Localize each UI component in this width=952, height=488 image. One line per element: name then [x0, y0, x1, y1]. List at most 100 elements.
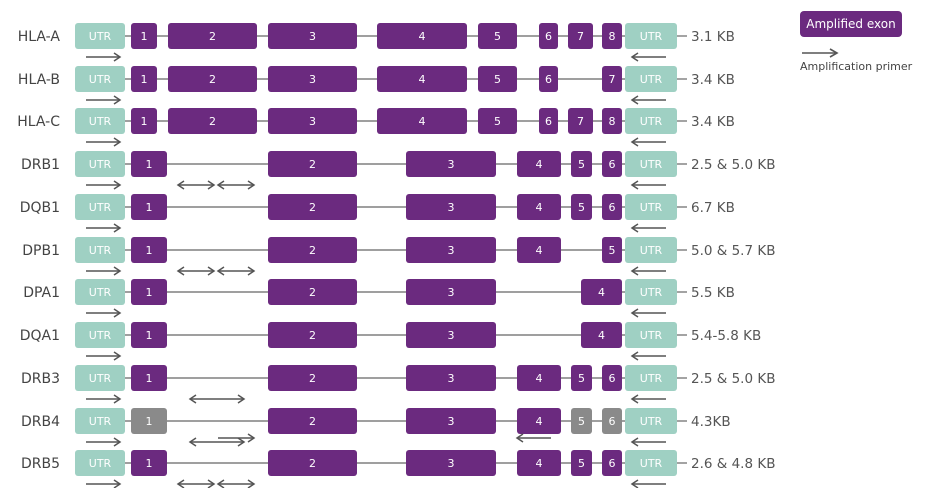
- exon-number: 4: [419, 73, 426, 86]
- exon-number: 4: [598, 329, 605, 342]
- exon-number: 2: [209, 73, 216, 86]
- utr-left-label: UTR: [89, 73, 112, 86]
- internal-primer-arrow: [216, 266, 256, 276]
- utr-left: [75, 450, 125, 476]
- exon-number: 6: [609, 415, 616, 428]
- exon-5: [571, 151, 592, 177]
- primer-forward-arrow: [86, 266, 122, 276]
- exon-4: [377, 108, 467, 134]
- utr-left-label: UTR: [89, 244, 112, 257]
- exon-1: [131, 450, 167, 476]
- exon-6: [539, 108, 558, 134]
- utr-right-label: UTR: [640, 457, 663, 470]
- amplicon-size: 5.5 KB: [691, 285, 735, 301]
- exon-number: 6: [545, 115, 552, 128]
- primer-reverse-arrow: [630, 137, 666, 147]
- internal-primer-arrow: [176, 479, 216, 488]
- exon-number: 6: [609, 457, 616, 470]
- exon-number: 6: [545, 30, 552, 43]
- gene-row-dpb1: DPB1 UTR UTR 1 2 3 4 5 5.0 & 5.7 KB: [22, 237, 775, 263]
- primer-forward-arrow: [86, 394, 122, 404]
- exon-1: [131, 365, 167, 391]
- utr-right-label: UTR: [640, 244, 663, 257]
- gene-name: DQB1: [20, 200, 60, 216]
- utr-right: [625, 108, 677, 134]
- exon-2: [268, 322, 357, 348]
- utr-left: [75, 23, 125, 49]
- exon-number: 4: [536, 372, 543, 385]
- exon-number: 4: [536, 415, 543, 428]
- legend-amplification-primer: Amplification primer: [800, 60, 913, 73]
- amplicon-size: 3.4 KB: [691, 72, 735, 88]
- exon-number: 5: [578, 415, 585, 428]
- exon-number: 3: [448, 329, 455, 342]
- exon-number: 1: [146, 158, 153, 171]
- utr-right: [625, 279, 677, 305]
- utr-left: [75, 237, 125, 263]
- exon-3: [268, 23, 357, 49]
- exon-number: 2: [309, 329, 316, 342]
- utr-left-label: UTR: [89, 201, 112, 214]
- exon-5: [571, 450, 592, 476]
- utr-right: [625, 365, 677, 391]
- exon-number: 1: [146, 415, 153, 428]
- utr-left: [75, 151, 125, 177]
- gene-name: DPB1: [22, 243, 60, 259]
- exon-2: [268, 279, 357, 305]
- amplicon-size: 2.6 & 4.8 KB: [691, 456, 775, 472]
- exon-number: 1: [146, 372, 153, 385]
- primer-forward-arrow: [86, 223, 122, 233]
- exon-number: 4: [536, 201, 543, 214]
- gene-row-drb1: DRB1 UTR UTR 1 2 3 4 5 6 2.5 & 5.0 KB: [21, 151, 775, 177]
- utr-right: [625, 23, 677, 49]
- exon-number: 5: [578, 457, 585, 470]
- utr-right-label: UTR: [640, 73, 663, 86]
- primer-reverse-arrow: [630, 308, 666, 318]
- exon-number: 1: [146, 201, 153, 214]
- primer-reverse-arrow: [630, 223, 666, 233]
- gene-row-drb4: DRB4 UTR UTR 1 2 3 4 5 6 4.3KB: [21, 408, 731, 434]
- exon-2: [168, 23, 257, 49]
- exon-number: 2: [209, 115, 216, 128]
- exon-2: [268, 194, 357, 220]
- exon-1: [131, 23, 157, 49]
- exon-number: 4: [419, 30, 426, 43]
- exon-number: 2: [309, 244, 316, 257]
- utr-right-label: UTR: [640, 415, 663, 428]
- exon-1: [131, 279, 167, 305]
- exon-2: [168, 66, 257, 92]
- exon-1: [131, 408, 167, 434]
- exon-number: 5: [578, 372, 585, 385]
- exon-number: 4: [419, 115, 426, 128]
- primer-forward-arrow: [86, 308, 122, 318]
- gene-name: HLA-B: [18, 72, 60, 88]
- exon-number: 3: [448, 286, 455, 299]
- exon-6: [539, 66, 558, 92]
- exon-number: 5: [494, 73, 501, 86]
- exon-number: 5: [494, 115, 501, 128]
- exon-2: [268, 151, 357, 177]
- primer-reverse-arrow: [630, 266, 666, 276]
- exon-number: 3: [448, 415, 455, 428]
- exon-4: [581, 279, 622, 305]
- amplicon-size: 3.1 KB: [691, 29, 735, 45]
- exon-5: [571, 194, 592, 220]
- internal-primer-arrow: [176, 266, 216, 276]
- exon-3: [406, 194, 496, 220]
- exon-number: 2: [309, 201, 316, 214]
- exon-4: [517, 194, 561, 220]
- exon-number: 6: [609, 201, 616, 214]
- exon-4: [581, 322, 622, 348]
- amplicon-size: 2.5 & 5.0 KB: [691, 371, 775, 387]
- gene-row-hla-a: HLA-A UTR UTR 1 2 3 4 5 6 7 8 3.1 KB: [18, 23, 735, 49]
- exon-4: [377, 23, 467, 49]
- internal-primer-arrow: [216, 180, 256, 190]
- exon-6: [602, 194, 622, 220]
- primer-forward-arrow: [86, 52, 122, 62]
- exon-6: [602, 365, 622, 391]
- gene-row-hla-c: HLA-C UTR UTR 1 2 3 4 5 6 7 8 3.4 KB: [17, 108, 735, 134]
- exon-3: [268, 66, 357, 92]
- utr-right-label: UTR: [640, 329, 663, 342]
- amplicon-size: 4.3KB: [691, 414, 731, 430]
- exon-number: 3: [309, 73, 316, 86]
